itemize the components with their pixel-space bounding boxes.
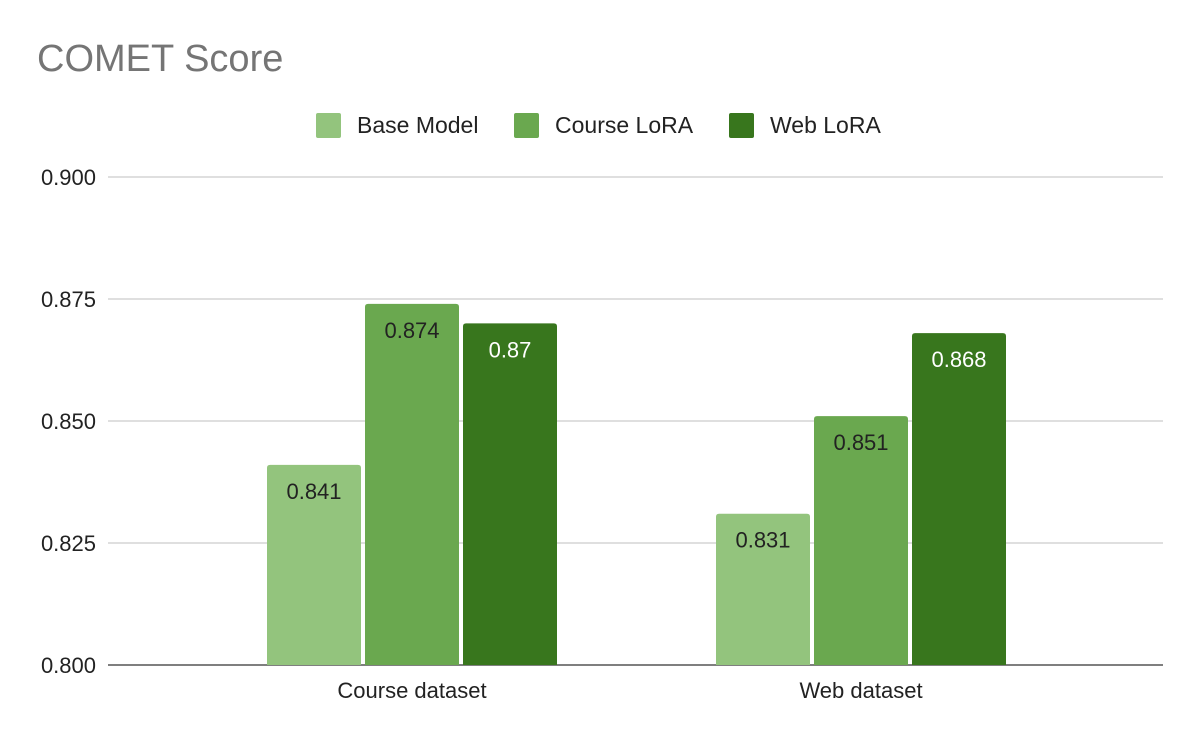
legend-item: Base Model	[316, 108, 478, 142]
data-label: 0.851	[833, 430, 888, 455]
bar	[912, 333, 1006, 665]
legend-label: Base Model	[357, 111, 479, 138]
bar	[716, 513, 810, 665]
chart-title: COMET Score	[37, 38, 284, 80]
y-tick-label: 0.900	[41, 165, 96, 190]
legend-swatch	[514, 112, 539, 138]
bar	[267, 464, 361, 665]
y-tick-label: 0.850	[41, 409, 96, 434]
data-label: 0.831	[735, 528, 790, 553]
data-label: 0.868	[931, 347, 986, 372]
bar	[814, 416, 908, 665]
data-label: 0.874	[384, 318, 439, 343]
y-tick-label: 0.800	[41, 653, 96, 678]
legend-item: Web LoRA	[729, 108, 881, 142]
x-tick-label: Web dataset	[799, 678, 922, 703]
legend-item: Course LoRA	[514, 108, 693, 142]
legend-label: Course LoRA	[555, 111, 694, 138]
y-tick-label: 0.825	[41, 531, 96, 556]
data-label: 0.87	[489, 337, 532, 362]
y-tick-label: 0.875	[41, 287, 96, 312]
legend: Base Model Course LoRA Web LoRA	[0, 108, 1200, 142]
legend-swatch	[729, 112, 754, 138]
legend-label: Web LoRA	[770, 111, 881, 138]
bar	[365, 303, 459, 665]
data-label: 0.841	[286, 479, 341, 504]
x-tick-label: Course dataset	[337, 678, 486, 703]
bar	[463, 323, 557, 665]
legend-swatch	[316, 112, 341, 138]
